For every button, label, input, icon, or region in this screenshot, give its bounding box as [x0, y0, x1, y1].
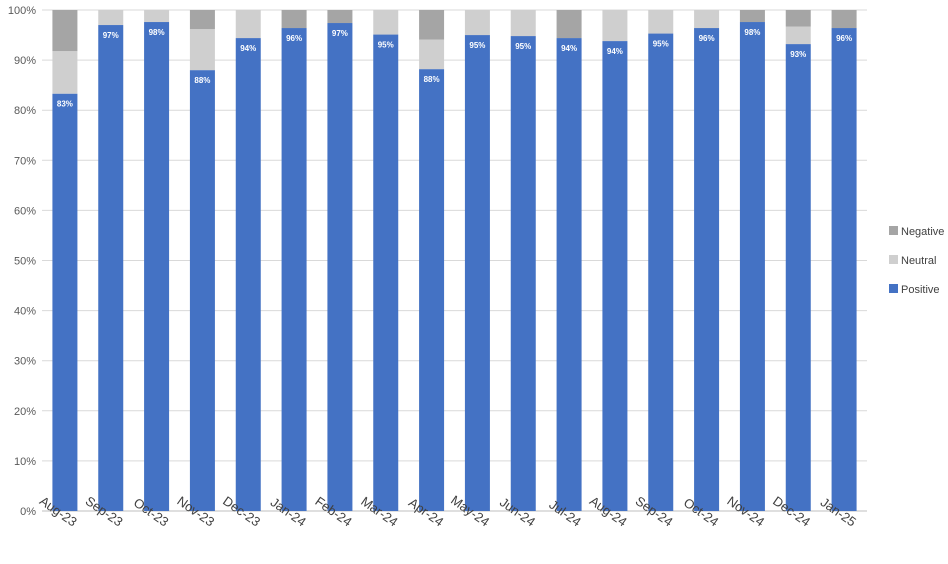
- bar-positive: [739, 22, 765, 512]
- y-tick-label: 0%: [20, 506, 36, 518]
- data-label: 94%: [561, 44, 577, 53]
- bar-neutral: [189, 29, 215, 71]
- legend-label-negative: Negative: [901, 226, 944, 238]
- bar-positive: [281, 28, 307, 511]
- data-label: 96%: [699, 34, 715, 43]
- data-label: 93%: [790, 50, 806, 59]
- bar-positive: [556, 38, 582, 511]
- bar-neutral: [52, 51, 78, 94]
- data-label: 98%: [149, 28, 165, 37]
- data-label: 88%: [194, 76, 210, 85]
- bar-positive: [189, 70, 215, 512]
- bar-neutral: [373, 10, 399, 35]
- data-label: 95%: [378, 41, 394, 50]
- bar-negative: [739, 10, 765, 23]
- bar-neutral: [785, 26, 811, 45]
- legend-label-neutral: Neutral: [901, 255, 936, 267]
- bar-neutral: [602, 10, 628, 42]
- data-label: 94%: [240, 44, 256, 53]
- legend-label-positive: Positive: [901, 284, 940, 296]
- bar-neutral: [464, 10, 490, 36]
- data-label: 95%: [515, 42, 531, 51]
- data-label: 97%: [332, 29, 348, 38]
- bar-positive: [327, 23, 353, 511]
- y-tick-label: 100%: [8, 5, 36, 17]
- bar-positive: [510, 36, 536, 511]
- bar-neutral: [144, 10, 170, 23]
- data-label: 97%: [103, 31, 119, 40]
- y-tick-label: 60%: [14, 205, 36, 217]
- bar-positive: [419, 69, 445, 512]
- y-tick-label: 10%: [14, 456, 36, 468]
- bar-positive: [648, 33, 674, 512]
- bar-positive: [785, 44, 811, 512]
- data-label: 88%: [424, 75, 440, 84]
- bar-negative: [327, 10, 353, 24]
- bar-neutral: [98, 10, 124, 26]
- bar-neutral: [235, 10, 261, 39]
- bar-positive: [98, 25, 124, 512]
- y-tick-label: 70%: [14, 155, 36, 167]
- bar-positive: [373, 34, 399, 511]
- data-label: 98%: [744, 28, 760, 37]
- bar-negative: [281, 10, 307, 29]
- data-label: 95%: [653, 40, 669, 49]
- bar-positive: [602, 41, 628, 511]
- legend-swatch-neutral: [889, 255, 898, 264]
- bar-positive: [52, 93, 78, 512]
- y-tick-label: 80%: [14, 105, 36, 117]
- bar-neutral: [510, 10, 536, 37]
- y-tick-label: 90%: [14, 55, 36, 67]
- bar-negative: [785, 10, 811, 27]
- bar-negative: [419, 10, 445, 40]
- bar-negative: [831, 10, 857, 29]
- bar-positive: [831, 28, 857, 511]
- legend-swatch-positive: [889, 284, 898, 293]
- bar-negative: [556, 10, 582, 39]
- data-label: 96%: [286, 34, 302, 43]
- bar-neutral: [694, 10, 720, 29]
- bar-negative: [52, 10, 78, 52]
- bar-neutral: [419, 39, 445, 70]
- y-tick-label: 30%: [14, 356, 36, 368]
- legend-swatch-negative: [889, 226, 898, 235]
- data-label: 95%: [469, 41, 485, 50]
- bar-positive: [464, 35, 490, 512]
- bar-negative: [189, 10, 215, 30]
- data-label: 96%: [836, 34, 852, 43]
- y-tick-label: 50%: [14, 256, 36, 268]
- data-label: 83%: [57, 100, 73, 109]
- bar-positive: [235, 38, 261, 511]
- bar-positive: [694, 28, 720, 511]
- y-tick-label: 40%: [14, 306, 36, 318]
- bar-neutral: [648, 10, 674, 34]
- bar-positive: [144, 22, 170, 512]
- y-tick-label: 20%: [14, 406, 36, 418]
- data-label: 94%: [607, 47, 623, 56]
